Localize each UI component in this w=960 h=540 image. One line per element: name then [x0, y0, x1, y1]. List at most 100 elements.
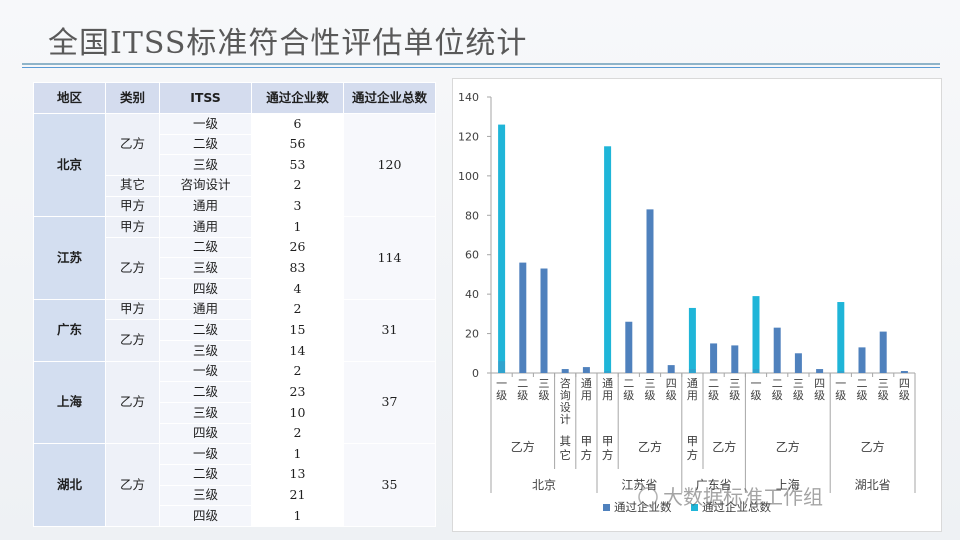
y-tick-label: 40	[465, 288, 479, 301]
count-cell: 23	[251, 381, 344, 403]
x-tick-label: 三级	[539, 377, 550, 402]
bar-count	[540, 268, 548, 373]
count-cell: 15	[251, 319, 344, 342]
table-row: 广东 甲方 通用 2 31	[33, 298, 436, 362]
table-row: 四级 4	[34, 278, 436, 300]
count-cell: 56	[251, 133, 344, 156]
category-group-label: 甲方	[581, 434, 593, 462]
x-tick-label: 一级	[835, 377, 846, 402]
itss-cell: 二级	[159, 236, 252, 259]
table-header-row: 地区 类别 ITSS 通过企业数 通过企业总数	[33, 82, 436, 114]
category-group-label: 乙方	[776, 439, 800, 454]
stats-table-container: 地区 类别 ITSS 通过企业数 通过企业总数 北京 乙方 一级 6 120 二…	[33, 82, 436, 527]
bar-count	[604, 371, 612, 373]
region-cell: 北京	[33, 112, 106, 218]
x-tick-label: 二级	[708, 377, 719, 402]
itss-cell: 一级	[159, 360, 252, 383]
x-tick-label: 三级	[645, 377, 656, 402]
region-group-label: 江苏省	[621, 478, 657, 492]
y-tick-label: 100	[458, 170, 479, 183]
y-tick-label: 60	[465, 249, 479, 262]
itss-cell: 三级	[159, 401, 252, 424]
region-cell: 湖北	[33, 443, 106, 527]
x-tick-label: 四级	[814, 377, 825, 402]
total-cell: 31	[343, 298, 436, 362]
x-tick-label: 三级	[878, 377, 889, 402]
region-group-label: 广东省	[696, 478, 732, 492]
table-row: 三级 53	[34, 154, 436, 176]
category-group-label: 其它	[559, 434, 571, 462]
legend-swatch-count	[603, 504, 610, 511]
category-cell: 甲方	[105, 298, 160, 321]
count-cell: 1	[251, 216, 344, 238]
x-tick-label: 通用	[581, 377, 592, 402]
bar-count	[498, 361, 506, 373]
bar-chart-panel: 0 20 40 60 80 100 120 140 一级 二级 三级 咨询设计 通用 通用 二级 三级 四级 通用…	[452, 78, 942, 532]
table-row: 二级 13	[34, 463, 436, 486]
region-group-label: 上海	[776, 477, 800, 492]
header-itss: ITSS	[159, 82, 252, 114]
bar-count	[794, 353, 802, 373]
region-cell: 广东	[33, 298, 106, 362]
table-row: 上海 乙方 一级 2 37	[33, 360, 436, 445]
x-tick-label: 通用	[687, 377, 698, 402]
total-cell: 37	[343, 360, 436, 445]
x-tick-label: 二级	[772, 377, 783, 402]
bar-count	[752, 369, 760, 373]
category-cell: 乙方	[105, 360, 160, 445]
page-title: 全国ITSS标准符合性评估单位统计	[48, 26, 528, 61]
total-cell: 114	[343, 216, 436, 300]
x-tick-label: 一级	[496, 377, 507, 402]
x-tick-label: 通用	[602, 377, 613, 402]
itss-cell: 三级	[159, 484, 252, 507]
y-tick-label: 0	[472, 367, 479, 380]
table-row: 乙方 二级 26	[34, 236, 436, 300]
watermark-logo-icon	[638, 487, 658, 507]
region-group-label: 北京	[532, 478, 556, 492]
bar-count	[858, 347, 866, 373]
count-cell: 21	[251, 484, 344, 507]
itss-cell: 二级	[159, 463, 252, 486]
itss-cell: 通用	[159, 216, 252, 238]
table-row: 三级 21	[34, 484, 436, 507]
x-tick-label: 咨询设计	[560, 376, 571, 426]
itss-cell: 二级	[159, 319, 252, 342]
count-cell: 10	[251, 401, 344, 424]
itss-cell: 一级	[159, 443, 252, 465]
bar-count	[837, 371, 845, 373]
legend-label-count: 通过企业数	[614, 500, 672, 514]
itss-cell: 三级	[159, 154, 252, 176]
x-tick-label: 一级	[751, 377, 762, 402]
category-group-label: 乙方	[861, 439, 885, 454]
table-row: 四级 2	[34, 422, 436, 445]
title-rule-thin	[22, 67, 940, 68]
y-tick-label: 20	[465, 328, 479, 341]
bar-total	[752, 296, 760, 373]
title-rule	[22, 63, 940, 65]
x-tick-label: 四级	[899, 377, 910, 402]
table-row: 三级 83	[34, 257, 436, 280]
bar-count	[816, 369, 824, 373]
category-cell: 甲方	[105, 195, 160, 218]
itss-cell: 三级	[159, 340, 252, 362]
watermark-text: 大数据标准工作组	[663, 485, 823, 509]
region-cell: 江苏	[33, 216, 106, 300]
bar-total	[688, 307, 696, 373]
category-group-label: 甲方	[687, 434, 699, 462]
table-row: 其它 咨询设计 2	[34, 174, 436, 197]
table-row: 四级 1	[34, 505, 436, 527]
bar-total	[498, 124, 506, 373]
table-row: 甲方 通用 3	[34, 195, 436, 218]
total-cell: 120	[343, 112, 436, 218]
category-cell: 其它	[105, 174, 160, 197]
y-tick-label: 140	[458, 91, 479, 104]
count-cell: 1	[251, 505, 344, 527]
itss-cell: 四级	[159, 278, 252, 300]
table-row: 二级 56	[34, 133, 436, 156]
bar-count	[561, 369, 569, 373]
category-group-label: 甲方	[602, 434, 614, 462]
legend-swatch-total	[691, 504, 698, 511]
itss-cell: 二级	[159, 381, 252, 403]
y-tick-label: 80	[465, 209, 479, 222]
bar-count	[625, 321, 633, 373]
